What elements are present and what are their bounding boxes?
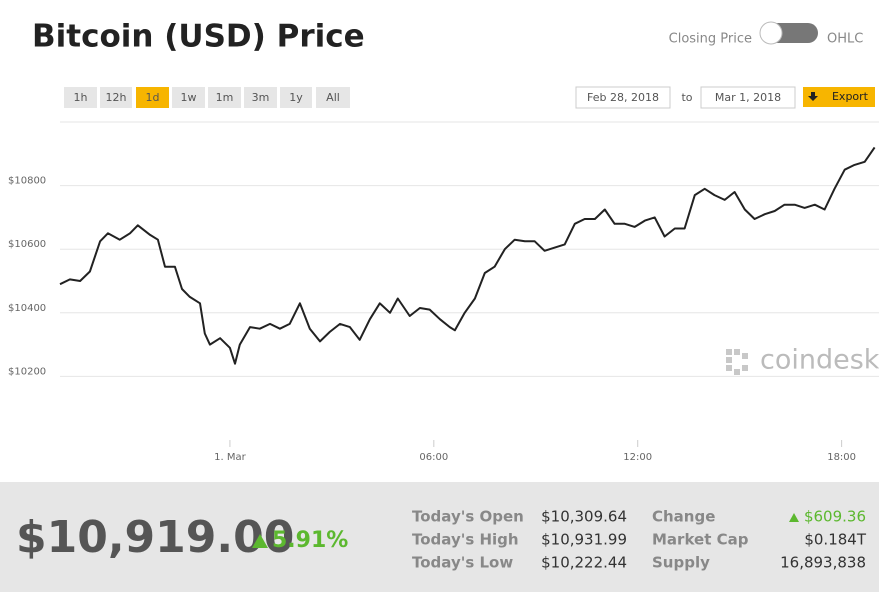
date-to[interactable] <box>700 86 796 109</box>
range-button-bg <box>100 87 132 108</box>
range-button-bg <box>244 87 277 108</box>
range-button-text: 3m <box>252 91 270 104</box>
stat-value: 16,893,838 <box>780 554 866 572</box>
range-button-bg <box>136 87 169 108</box>
watermark-icon <box>726 349 748 375</box>
up-arrow <box>252 534 268 548</box>
stat-label: Change <box>652 508 715 526</box>
range-button-bg <box>280 87 312 108</box>
x-tick-label: 12:00 <box>623 452 652 463</box>
range-button-text: All <box>326 91 340 104</box>
range-buttons: 1h 12h 1d 1w 1m 3m 1y All <box>64 87 350 108</box>
date-from-text: Feb 28, 2018 <box>587 91 659 104</box>
date-from[interactable] <box>575 86 671 109</box>
toggle-knob <box>759 21 783 45</box>
range-button-text: 12h <box>106 91 127 104</box>
summary-band <box>0 482 879 592</box>
stat-value: $0.184T <box>804 531 866 549</box>
range-button-text: 1y <box>289 91 303 104</box>
range-button[interactable]: All <box>316 87 350 108</box>
change-pct: 5.91% <box>272 528 348 553</box>
export-bg <box>803 87 875 107</box>
date-to-text: Mar 1, 2018 <box>715 91 781 104</box>
export-button[interactable]: Export <box>803 87 875 107</box>
y-tick-label: $10600 <box>8 239 46 250</box>
range-button-bg <box>208 87 241 108</box>
watermark-text: coindesk <box>760 345 879 376</box>
price: $10,919.00 <box>16 512 294 563</box>
closing-price-label: Closing Price <box>669 32 752 47</box>
range-button-bg <box>64 87 97 108</box>
chart: $10200 $10400 $10600 $10800 1. Mar 06:00 12:00… <box>8 121 879 463</box>
range-button-text: 1h <box>74 91 88 104</box>
range-button[interactable]: 1w <box>172 87 205 108</box>
stats: Today's Open $10,309.64 Change $609.36 Today… <box>412 508 867 572</box>
export-text: Export <box>832 90 869 103</box>
x-tick-label: 1. Mar <box>214 452 246 463</box>
stat-label: Market Cap <box>652 531 749 549</box>
change-arrow <box>789 513 799 522</box>
range-button-bg <box>316 87 350 108</box>
y-tick-label: $10800 <box>8 176 46 187</box>
date-to-label: to <box>681 91 692 104</box>
range-button-text: 1m <box>216 91 234 104</box>
toggle[interactable] <box>759 21 818 45</box>
stat-label: Today's Low <box>412 554 513 572</box>
stat-label: Today's High <box>412 531 519 549</box>
stat-value: $10,931.99 <box>541 531 627 549</box>
watermark: coindesk <box>726 345 879 376</box>
range-button[interactable]: 1d <box>136 87 169 108</box>
stat-label: Today's Open <box>412 508 524 526</box>
range-button-text: 1w <box>181 91 197 104</box>
stat-value: $609.36 <box>804 508 866 526</box>
y-tick-label: $10400 <box>8 303 46 314</box>
stat-value: $10,309.64 <box>541 508 627 526</box>
ohlc-label: OHLC <box>827 32 863 47</box>
range-button[interactable]: 12h <box>100 87 132 108</box>
stat-value: $10,222.44 <box>541 554 627 572</box>
page-title: Bitcoin (USD) Price <box>32 19 365 55</box>
range-button-bg <box>172 87 205 108</box>
range-button[interactable]: 1m <box>208 87 241 108</box>
price-line <box>59 146 876 365</box>
range-button-text: 1d <box>146 91 160 104</box>
x-tick-label: 18:00 <box>827 452 856 463</box>
export-icon <box>808 92 818 101</box>
range-button[interactable]: 1h <box>64 87 97 108</box>
x-tick-label: 06:00 <box>419 452 448 463</box>
y-tick-label: $10200 <box>8 366 46 377</box>
range-button[interactable]: 3m <box>244 87 277 108</box>
stat-label: Supply <box>652 554 710 572</box>
range-button[interactable]: 1y <box>280 87 312 108</box>
